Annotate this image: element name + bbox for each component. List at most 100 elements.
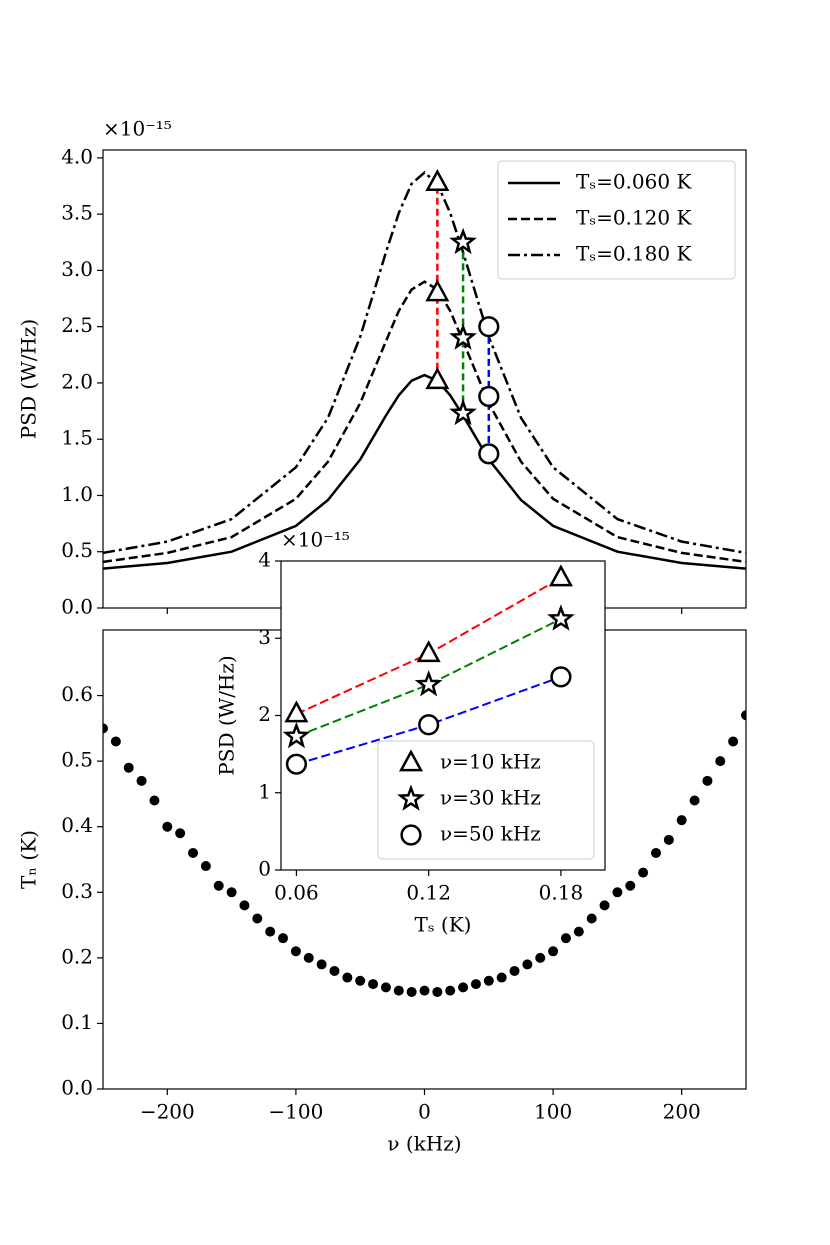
scatter-point bbox=[509, 965, 520, 976]
panel: 0.0 0.5 1.0 1.5 2.0 2.5 3.0 3.5 4.0 ×10⁻¹⁵ PSD (W/… bbox=[17, 117, 747, 619]
x-axis-label: Tₛ (K) bbox=[415, 913, 472, 937]
scatter-point bbox=[316, 959, 327, 970]
marker bbox=[478, 316, 500, 338]
scatter-point bbox=[226, 887, 237, 898]
scatter-point bbox=[625, 880, 636, 891]
marker bbox=[547, 604, 575, 631]
scatter-point bbox=[303, 952, 314, 963]
legend-marker bbox=[397, 784, 425, 811]
plot-content bbox=[103, 710, 746, 997]
y-axis-label: PSD (W/Hz) bbox=[215, 655, 239, 775]
y-axis-label: PSD (W/Hz) bbox=[17, 319, 41, 439]
scatter-point bbox=[470, 979, 481, 990]
y-tick-label: 0.2 bbox=[61, 944, 93, 968]
scatter-point bbox=[689, 795, 700, 806]
y-tick-label: 4 bbox=[258, 548, 271, 572]
scatter-point bbox=[200, 861, 211, 872]
scatter-point bbox=[599, 900, 610, 911]
scatter-point bbox=[586, 913, 597, 924]
scatter-point bbox=[419, 985, 430, 996]
x-tick-label: 0.12 bbox=[406, 881, 451, 905]
marker bbox=[418, 714, 440, 736]
axes-frame bbox=[280, 560, 606, 871]
scatter-point bbox=[355, 975, 366, 986]
scatter-point bbox=[239, 900, 250, 911]
marker bbox=[425, 279, 450, 302]
y-tick-label: 4.0 bbox=[61, 144, 93, 168]
scatter-point bbox=[458, 982, 469, 993]
panel: 0 1 2 3 4 0.06 0.12 0.18 ×10⁻¹⁵ Tₛ (K) PSD (W/Hz) ν… bbox=[215, 528, 606, 937]
x-tick-label: 0.18 bbox=[539, 881, 584, 905]
y-tick-label: 3.0 bbox=[61, 257, 93, 281]
x-tick-label: −100 bbox=[268, 1100, 323, 1124]
scatter-point bbox=[342, 972, 353, 983]
legend-label: ν=10 kHz bbox=[440, 750, 541, 774]
scatter-point bbox=[252, 913, 263, 924]
scatter-point bbox=[265, 926, 276, 937]
marker bbox=[425, 169, 450, 192]
scatter-point bbox=[110, 736, 121, 747]
marker bbox=[284, 700, 309, 723]
y-tick-label: 0.0 bbox=[61, 595, 93, 619]
marker bbox=[282, 721, 311, 749]
marker bbox=[285, 753, 308, 775]
scatter-point bbox=[522, 959, 533, 970]
scatter-point bbox=[136, 775, 147, 786]
y-tick-label: 0.3 bbox=[61, 879, 93, 903]
y-tick-label: 1.0 bbox=[61, 482, 93, 506]
x-tick-label: 100 bbox=[534, 1100, 572, 1124]
series-line bbox=[103, 170, 746, 555]
scatter-point bbox=[573, 926, 584, 937]
y-tick-label: 0.6 bbox=[61, 682, 93, 706]
y-offset-label: ×10⁻¹⁵ bbox=[103, 117, 172, 141]
marker bbox=[449, 398, 477, 426]
legend-label: Tₛ=0.060 K bbox=[576, 170, 692, 194]
scatter-point bbox=[638, 867, 649, 878]
scatter-point bbox=[103, 723, 108, 734]
scatter-point bbox=[560, 933, 571, 944]
scatter-point bbox=[380, 982, 391, 993]
scatter-point bbox=[278, 933, 289, 944]
scatter-point bbox=[175, 828, 186, 839]
series-line bbox=[296, 618, 562, 738]
y-offset-label: ×10⁻¹⁵ bbox=[281, 528, 350, 552]
y-tick-label: 3 bbox=[258, 625, 271, 649]
scatter-point bbox=[188, 847, 199, 858]
scatter-point bbox=[368, 979, 379, 990]
scatter-point bbox=[213, 880, 224, 891]
y-tick-label: 2 bbox=[258, 702, 271, 726]
scatter-point bbox=[432, 986, 443, 997]
scatter-point bbox=[663, 834, 674, 845]
plot-content bbox=[103, 170, 746, 570]
marker bbox=[414, 669, 443, 697]
x-tick-label: 200 bbox=[663, 1100, 701, 1124]
scatter-point bbox=[728, 736, 739, 747]
y-axis-label: Tₙ (K) bbox=[17, 830, 41, 889]
scatter-point bbox=[123, 762, 134, 773]
scatter-point bbox=[483, 975, 494, 986]
x-tick-label: −200 bbox=[140, 1100, 195, 1124]
y-tick-label: 1.5 bbox=[61, 426, 93, 450]
y-tick-label: 1 bbox=[258, 779, 271, 803]
legend-label: Tₛ=0.120 K bbox=[576, 206, 692, 230]
marker bbox=[449, 227, 477, 255]
x-tick-label: 0.06 bbox=[274, 881, 319, 905]
series-line bbox=[103, 373, 746, 570]
marker bbox=[550, 666, 572, 688]
scatter-point bbox=[329, 965, 340, 976]
y-tick-label: 2.0 bbox=[61, 369, 93, 393]
scatter-point bbox=[548, 946, 559, 957]
scatter-point bbox=[149, 795, 160, 806]
marker bbox=[449, 323, 477, 350]
marker bbox=[416, 640, 441, 663]
legend-box bbox=[497, 160, 736, 280]
legend-marker bbox=[400, 824, 422, 846]
scatter-point bbox=[496, 972, 507, 983]
scatter-point bbox=[612, 887, 623, 898]
marker bbox=[478, 443, 500, 465]
scatter-point bbox=[535, 952, 546, 963]
y-tick-label: 0.5 bbox=[61, 538, 93, 562]
x-axis-label: ν (kHz) bbox=[387, 1132, 461, 1156]
y-tick-label: 0.1 bbox=[61, 1010, 93, 1034]
